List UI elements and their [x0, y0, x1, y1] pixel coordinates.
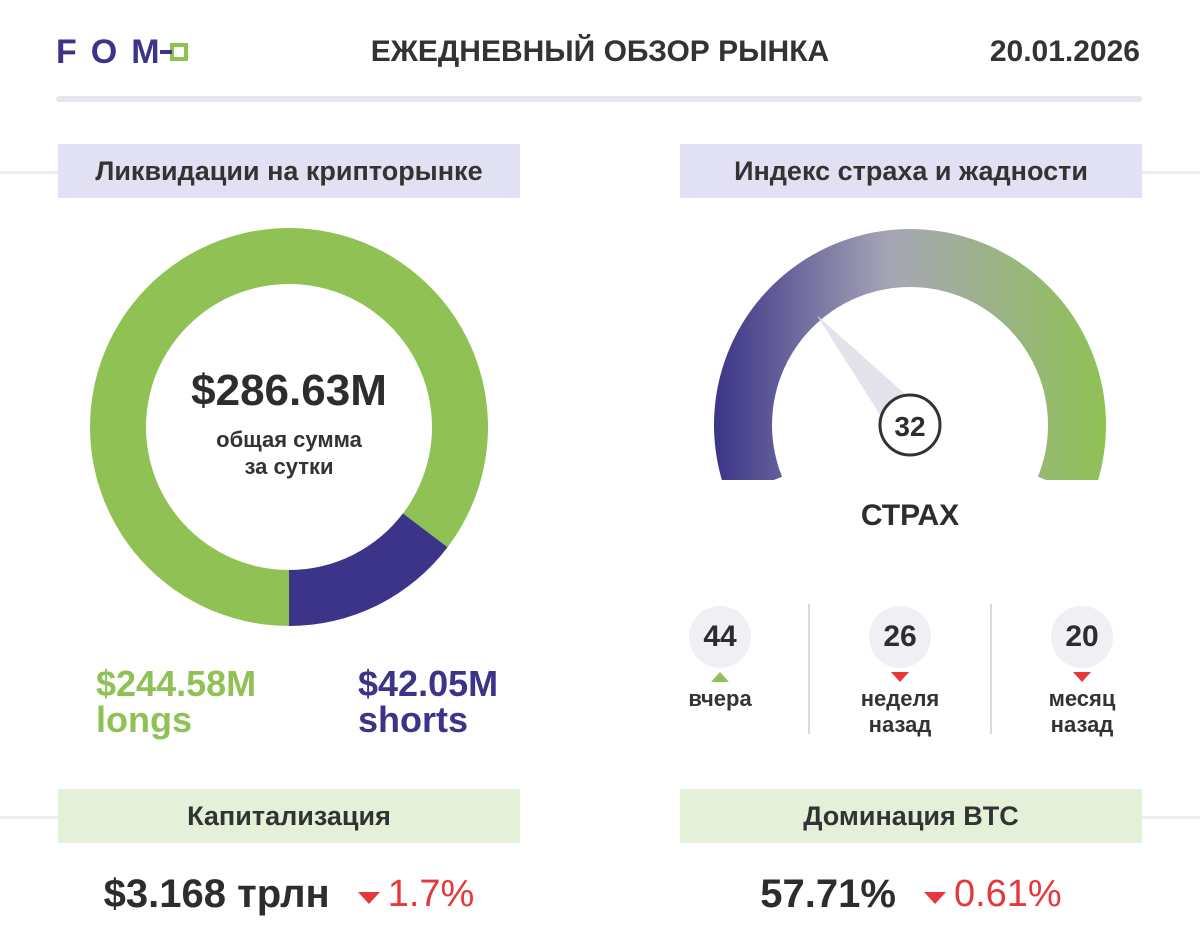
history-label-line-2: назад [1050, 712, 1114, 737]
section-line-right [1142, 816, 1200, 819]
trend-down-icon [357, 892, 380, 904]
gauge-value: 32 [894, 411, 925, 442]
longs-value: $244.58M [96, 663, 257, 704]
fomo-logo: FOM [56, 30, 188, 74]
legend-longs: $244.58M longs [96, 666, 256, 738]
trend-down-icon [1073, 672, 1091, 682]
longs-label: longs [96, 699, 192, 740]
section-line-right [1142, 171, 1200, 174]
section-line-left [0, 171, 58, 174]
market-cap-change: 1.7% [387, 872, 475, 915]
market-cap-value: $3.168 трлн [103, 871, 330, 916]
btc-dominance-value: 57.71% [760, 871, 896, 916]
history-divider [808, 604, 810, 734]
legend-shorts: $42.05M shorts [358, 666, 498, 738]
history-week-ago: 26 неделя назад [820, 606, 980, 738]
fear-greed-label: Индекс страха и жадности [680, 144, 1142, 198]
donut-slice-shorts [289, 513, 448, 626]
shorts-label: shorts [358, 699, 469, 740]
market-cap-stat: $3.168 трлн 1.7% [58, 864, 520, 924]
section-line-left [0, 816, 58, 819]
page-title: ЕЖЕДНЕВНЫЙ ОБЗОР РЫНКА [370, 35, 830, 68]
trend-up-icon [711, 672, 729, 682]
fear-greed-gauge: 32 [714, 229, 1106, 480]
history-label-line-1: месяц [1048, 686, 1116, 711]
btc-dominance-label: Доминация BTC [680, 789, 1142, 843]
history-value: 26 [869, 606, 931, 668]
history-value: 44 [689, 606, 751, 668]
liquidations-caption: общая сумма за сутки [189, 426, 389, 480]
header-divider [56, 96, 1142, 102]
market-cap-label: Капитализация [58, 789, 520, 843]
history-label: месяц назад [1002, 686, 1162, 738]
logo-square-icon [159, 43, 188, 61]
trend-down-icon [891, 672, 909, 682]
gauge-arc [714, 229, 1106, 480]
history-yesterday: 44 вчера [640, 606, 800, 712]
btc-dominance-change: 0.61% [953, 872, 1062, 915]
fear-greed-status: СТРАХ [860, 499, 960, 532]
caption-line-2: за сутки [244, 454, 334, 479]
history-divider [990, 604, 992, 734]
report-date: 20.01.2026 [989, 35, 1140, 68]
history-month-ago: 20 месяц назад [1002, 606, 1162, 738]
gauge-value-circle [878, 393, 942, 457]
history-label-line-1: неделя [860, 686, 940, 711]
liquidations-donut-chart [90, 228, 488, 626]
caption-line-1: общая сумма [216, 427, 362, 452]
history-label: неделя назад [820, 686, 980, 738]
btc-dominance-stat: 57.71% 0.61% [680, 864, 1142, 924]
history-label-line-1: вчера [688, 686, 752, 711]
trend-down-icon [923, 892, 946, 904]
history-label-line-2: назад [868, 712, 932, 737]
history-value: 20 [1051, 606, 1113, 668]
donut-center: $286.63M общая сумма за сутки [90, 228, 488, 626]
logo-text: FOM [56, 32, 174, 71]
shorts-value: $42.05M [358, 663, 499, 704]
history-label: вчера [640, 686, 800, 712]
liquidations-total: $286.63M [191, 366, 387, 415]
liquidations-label: Ликвидации на крипторынке [58, 144, 520, 198]
